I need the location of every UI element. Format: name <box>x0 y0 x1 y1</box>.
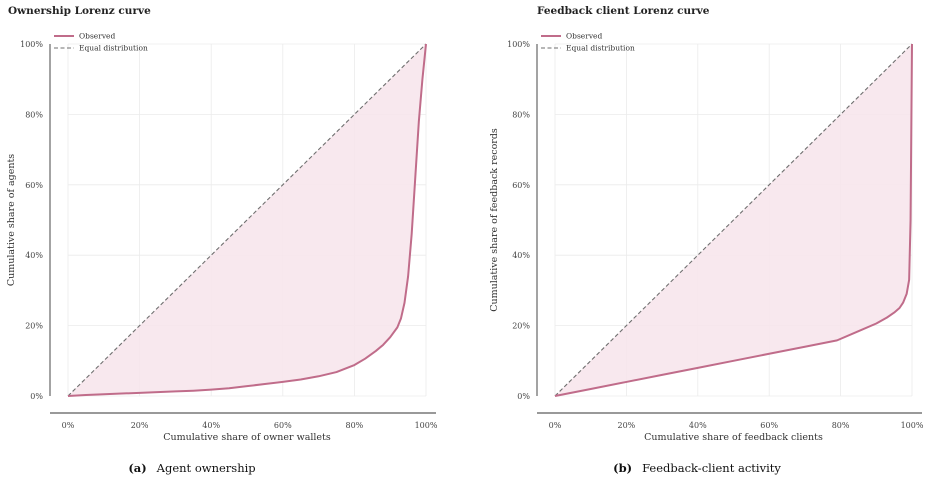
legend-equal-label: Equal distribution <box>566 44 635 53</box>
x-tick-label: 40% <box>202 421 220 430</box>
y-tick-label: 20% <box>25 322 43 331</box>
caption-text: Feedback-client activity <box>642 461 781 475</box>
x-tick-label: 80% <box>346 421 364 430</box>
figure-caption: (b) Feedback-client activity <box>613 459 781 476</box>
y-axis-label: Cumulative share of feedback records <box>489 128 500 312</box>
y-tick-label: 20% <box>512 322 530 331</box>
caption-label: (a) <box>128 461 146 475</box>
chart-title: Feedback client Lorenz curve <box>537 5 710 17</box>
observed-line <box>67 43 427 397</box>
x-axis-label: Cumulative share of owner wallets <box>163 432 331 443</box>
caption-label: (b) <box>613 461 632 475</box>
chart-title: Ownership Lorenz curve <box>8 5 151 17</box>
x-tick-label: 20% <box>618 421 636 430</box>
x-tick-label: 0% <box>549 421 562 430</box>
legend-observed-label: Observed <box>79 32 115 41</box>
x-axis-label: Cumulative share of feedback clients <box>644 432 823 443</box>
y-tick-label: 0% <box>517 392 530 401</box>
feedback-lorenz-chart: Feedback client Lorenz curve 0% 20% 40% 60%… <box>489 5 924 476</box>
y-tick-label: 60% <box>25 181 43 190</box>
y-tick-label: 80% <box>25 110 43 119</box>
x-tick-label: 40% <box>689 421 707 430</box>
chart-panel-ownership: Ownership Lorenz curve 0% 20% 40% 60% 80% 100… <box>6 5 438 476</box>
x-tick-label: 20% <box>131 421 149 430</box>
x-tick-label: 60% <box>274 421 292 430</box>
y-tick-label: 80% <box>512 110 530 119</box>
x-tick-label: 100% <box>415 421 438 430</box>
tick-labels: 0% 20% 40% 60% 80% 100% 0% 20% 40% 60% 80% 100% <box>20 40 438 430</box>
ownership-lorenz-chart: Ownership Lorenz curve 0% 20% 40% 60% 80% 100… <box>6 5 438 476</box>
y-tick-label: 40% <box>512 251 530 260</box>
x-tick-label: 0% <box>62 421 75 430</box>
legend-observed-label: Observed <box>566 32 602 41</box>
y-tick-label: 40% <box>25 251 43 260</box>
y-tick-label: 60% <box>512 181 530 190</box>
x-tick-label: 80% <box>832 421 850 430</box>
tick-labels: 0% 20% 40% 60% 80% 100% 0% 20% 40% 60% 80% 100% <box>507 40 924 430</box>
figure-caption: (a) Agent ownership <box>128 459 255 476</box>
chart-panel-feedback: Feedback client Lorenz curve 0% 20% 40% 60%… <box>468 0 936 484</box>
observed-line <box>554 43 913 397</box>
legend: Observed Equal distribution <box>54 32 148 53</box>
y-tick-label: 100% <box>507 40 530 49</box>
x-tick-label: 60% <box>760 421 778 430</box>
legend: Observed Equal distribution <box>541 32 635 53</box>
equal-distribution-line <box>554 43 913 397</box>
y-axis-label: Cumulative share of agents <box>6 154 17 286</box>
equal-distribution-line <box>67 43 427 397</box>
y-tick-label: 0% <box>30 392 43 401</box>
x-tick-label: 100% <box>901 421 924 430</box>
caption-text: Agent ownership <box>156 461 256 475</box>
legend-equal-label: Equal distribution <box>79 44 148 53</box>
y-tick-label: 100% <box>20 40 43 49</box>
